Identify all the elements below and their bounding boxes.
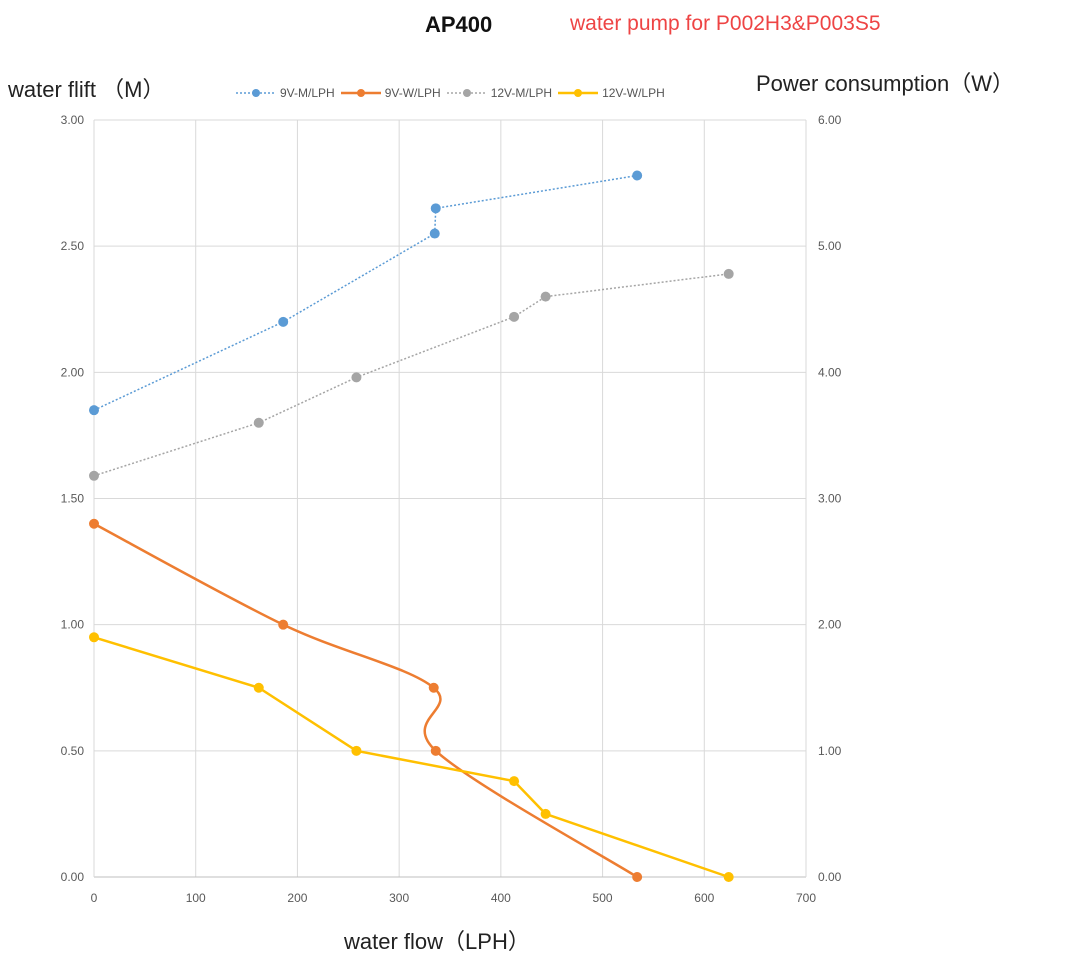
x-tick-label: 300 [389, 891, 409, 905]
y-tick-label-left: 0.50 [61, 744, 85, 758]
data-point-12v-m-lph [351, 372, 362, 383]
x-tick-label: 200 [287, 891, 307, 905]
legend-label-12v-m: 12V-M/LPH [490, 86, 553, 100]
legend-label-12v-w: 12V-W/LPH [602, 86, 665, 100]
data-point-12v-m-lph [89, 470, 99, 481]
x-tick-label: 100 [186, 891, 206, 905]
y-tick-label-left: 1.00 [61, 618, 85, 632]
x-tick-label: 500 [593, 891, 613, 905]
data-point-12v-m-lph [540, 291, 551, 302]
y-tick-label-left: 0.00 [61, 870, 85, 884]
legend-item-9v-m: 9V-M/LPH [236, 86, 335, 100]
data-point-12v-w-lph [89, 632, 99, 643]
x-tick-label: 600 [694, 891, 714, 905]
chart-subtitle: water pump for P002H3&P003S5 [570, 12, 881, 35]
data-point-9v-m-lph [89, 405, 99, 416]
legend: 9V-M/LPH 9V-W/LPH 12V-M/LPH 12V-W/LPH [236, 86, 671, 100]
data-point-12v-w-lph [723, 872, 734, 882]
y-tick-label-left: 2.00 [61, 365, 85, 379]
data-point-9v-w-lph [430, 745, 441, 756]
chart-title: AP400 [425, 12, 493, 37]
y-tick-label-right: 2.00 [818, 618, 842, 632]
x-tick-label: 700 [796, 891, 816, 905]
y-tick-label-right: 6.00 [818, 113, 842, 127]
data-point-9v-m-lph [429, 228, 440, 239]
y-tick-label-right: 4.00 [818, 365, 842, 379]
legend-label-9v-m: 9V-M/LPH [280, 86, 335, 100]
legend-marker-9v-w [340, 89, 381, 97]
y-tick-label-right: 1.00 [818, 744, 842, 758]
legend-item-9v-w: 9V-W/LPH [340, 86, 441, 100]
x-tick-label: 0 [91, 891, 98, 905]
legend-label-9v-w: 9V-W/LPH [384, 86, 441, 100]
y-tick-label-right: 5.00 [818, 239, 842, 253]
data-point-12v-m-lph [723, 268, 734, 279]
legend-item-12v-m: 12V-M/LPH [446, 86, 553, 100]
legend-marker-12v-m [446, 89, 487, 97]
data-point-9v-m-lph [278, 316, 289, 327]
y-tick-label-right: 3.00 [818, 492, 842, 506]
legend-marker-9v-m [236, 89, 276, 97]
legend-marker-12v-w [558, 89, 599, 97]
y-tick-label-left: 3.00 [61, 113, 85, 127]
series-line-12v-m-lph [93, 273, 729, 477]
data-point-9v-m-lph [430, 203, 441, 214]
y-tick-label-left: 2.50 [61, 239, 85, 253]
data-point-9v-w-lph [89, 518, 99, 529]
data-point-12v-w-lph [509, 776, 520, 787]
data-point-9v-w-lph [632, 872, 643, 882]
data-point-12v-w-lph [351, 745, 362, 756]
data-point-12v-w-lph [253, 682, 264, 693]
y-tick-label-right: 0.00 [818, 870, 842, 884]
series-line-9v-m-lph [93, 174, 638, 411]
left-axis-label: water flift （M） [8, 77, 165, 102]
x-axis-label: water flow（LPH） [344, 929, 530, 954]
data-point-12v-m-lph [509, 311, 520, 322]
data-point-12v-m-lph [253, 417, 264, 428]
data-point-9v-w-lph [428, 682, 439, 693]
legend-item-12v-w: 12V-W/LPH [558, 86, 665, 100]
series-line-12v-w-lph [93, 636, 730, 879]
data-point-9v-m-lph [632, 170, 643, 181]
data-point-12v-w-lph [540, 808, 551, 819]
y-tick-label-left: 1.50 [61, 492, 85, 506]
x-tick-label: 400 [491, 891, 511, 905]
data-point-9v-w-lph [278, 619, 289, 630]
series-line-9v-w-lph [93, 522, 638, 879]
right-axis-label: Power consumption（W） [756, 71, 1014, 96]
